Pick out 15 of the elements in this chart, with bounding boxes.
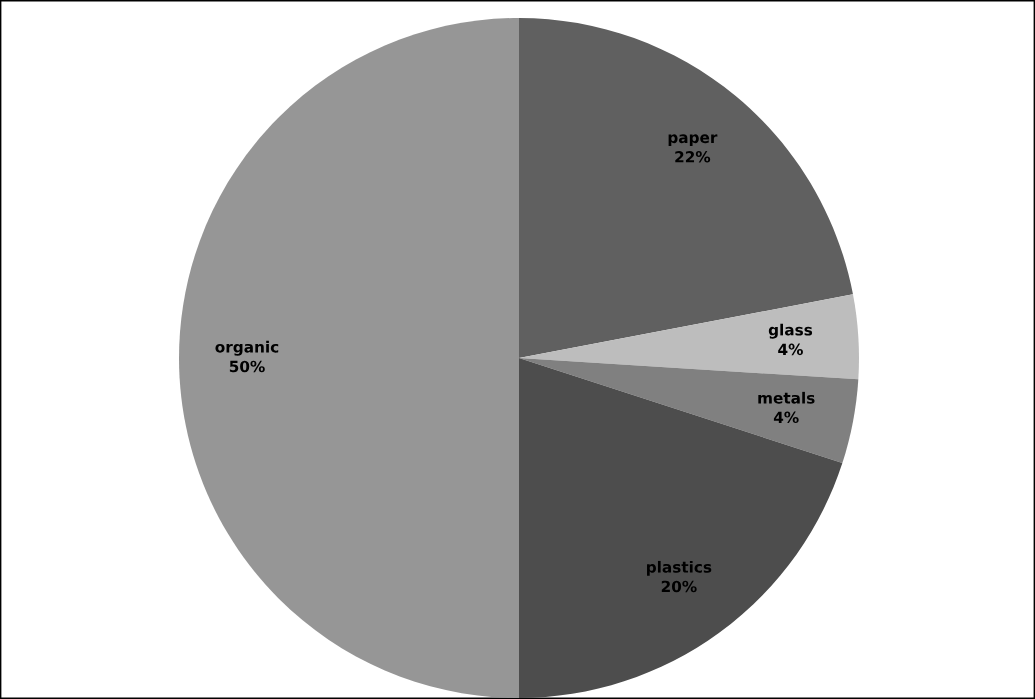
- data-label: 50%: [229, 360, 265, 373]
- slice-label: paper: [668, 134, 718, 147]
- data-label: 4%: [773, 411, 799, 424]
- pie-slice: [519, 294, 859, 380]
- data-label: 4%: [778, 343, 803, 356]
- pie-slice: [179, 18, 519, 698]
- pie-slice: [519, 18, 853, 358]
- pie-slice: [519, 358, 843, 698]
- slice-label: plastics: [647, 560, 712, 576]
- slice-label: metals: [758, 391, 815, 404]
- slice-label: glass: [768, 323, 813, 339]
- data-label: 22%: [675, 151, 711, 163]
- pie-slice: [519, 358, 859, 464]
- slice-label: organic: [215, 340, 279, 356]
- data-label: 20%: [661, 580, 697, 593]
